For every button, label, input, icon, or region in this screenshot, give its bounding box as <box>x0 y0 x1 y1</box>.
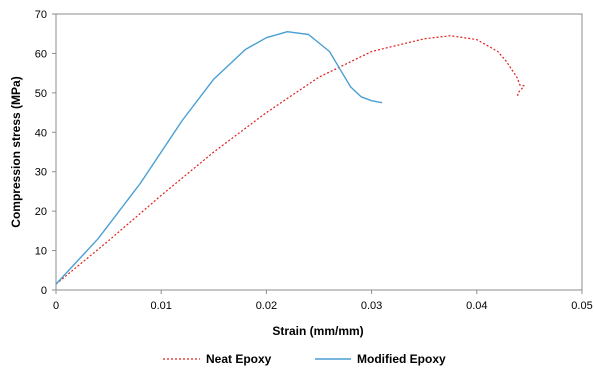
legend-label-modified-epoxy: Modified Epoxy <box>357 352 446 366</box>
y-axis-title: Compression stress (MPa) <box>9 76 23 227</box>
series-line-modified-epoxy <box>55 31 383 285</box>
plot-area <box>55 13 583 291</box>
y-tick-label: 60 <box>35 48 47 60</box>
y-tick-label: 0 <box>41 285 47 297</box>
plot-border <box>55 13 583 291</box>
x-tick-label: 0.02 <box>256 300 277 312</box>
y-tick-label: 50 <box>35 88 47 100</box>
y-tick-label: 70 <box>35 9 47 21</box>
y-tick-label: 30 <box>35 167 47 179</box>
x-axis-ticks: 0 0.01 0.02 0.03 0.04 0.05 <box>53 290 593 312</box>
y-tick-label: 20 <box>35 206 47 218</box>
x-tick-label: 0 <box>53 300 59 312</box>
series-line-neat-epoxy <box>55 35 525 285</box>
y-tick-label: 40 <box>35 127 47 139</box>
series-layer <box>55 31 525 285</box>
x-tick-label: 0.05 <box>571 300 592 312</box>
y-tick-label: 10 <box>35 246 47 258</box>
legend-label-neat-epoxy: Neat Epoxy <box>206 352 272 366</box>
x-axis-title: Strain (mm/mm) <box>272 324 363 338</box>
y-axis-ticks: 0 10 20 30 40 50 60 70 <box>35 9 56 297</box>
x-tick-label: 0.03 <box>361 300 382 312</box>
legend: Neat Epoxy Modified Epoxy <box>163 352 446 366</box>
x-tick-label: 0.04 <box>466 300 487 312</box>
x-tick-label: 0.01 <box>150 300 171 312</box>
